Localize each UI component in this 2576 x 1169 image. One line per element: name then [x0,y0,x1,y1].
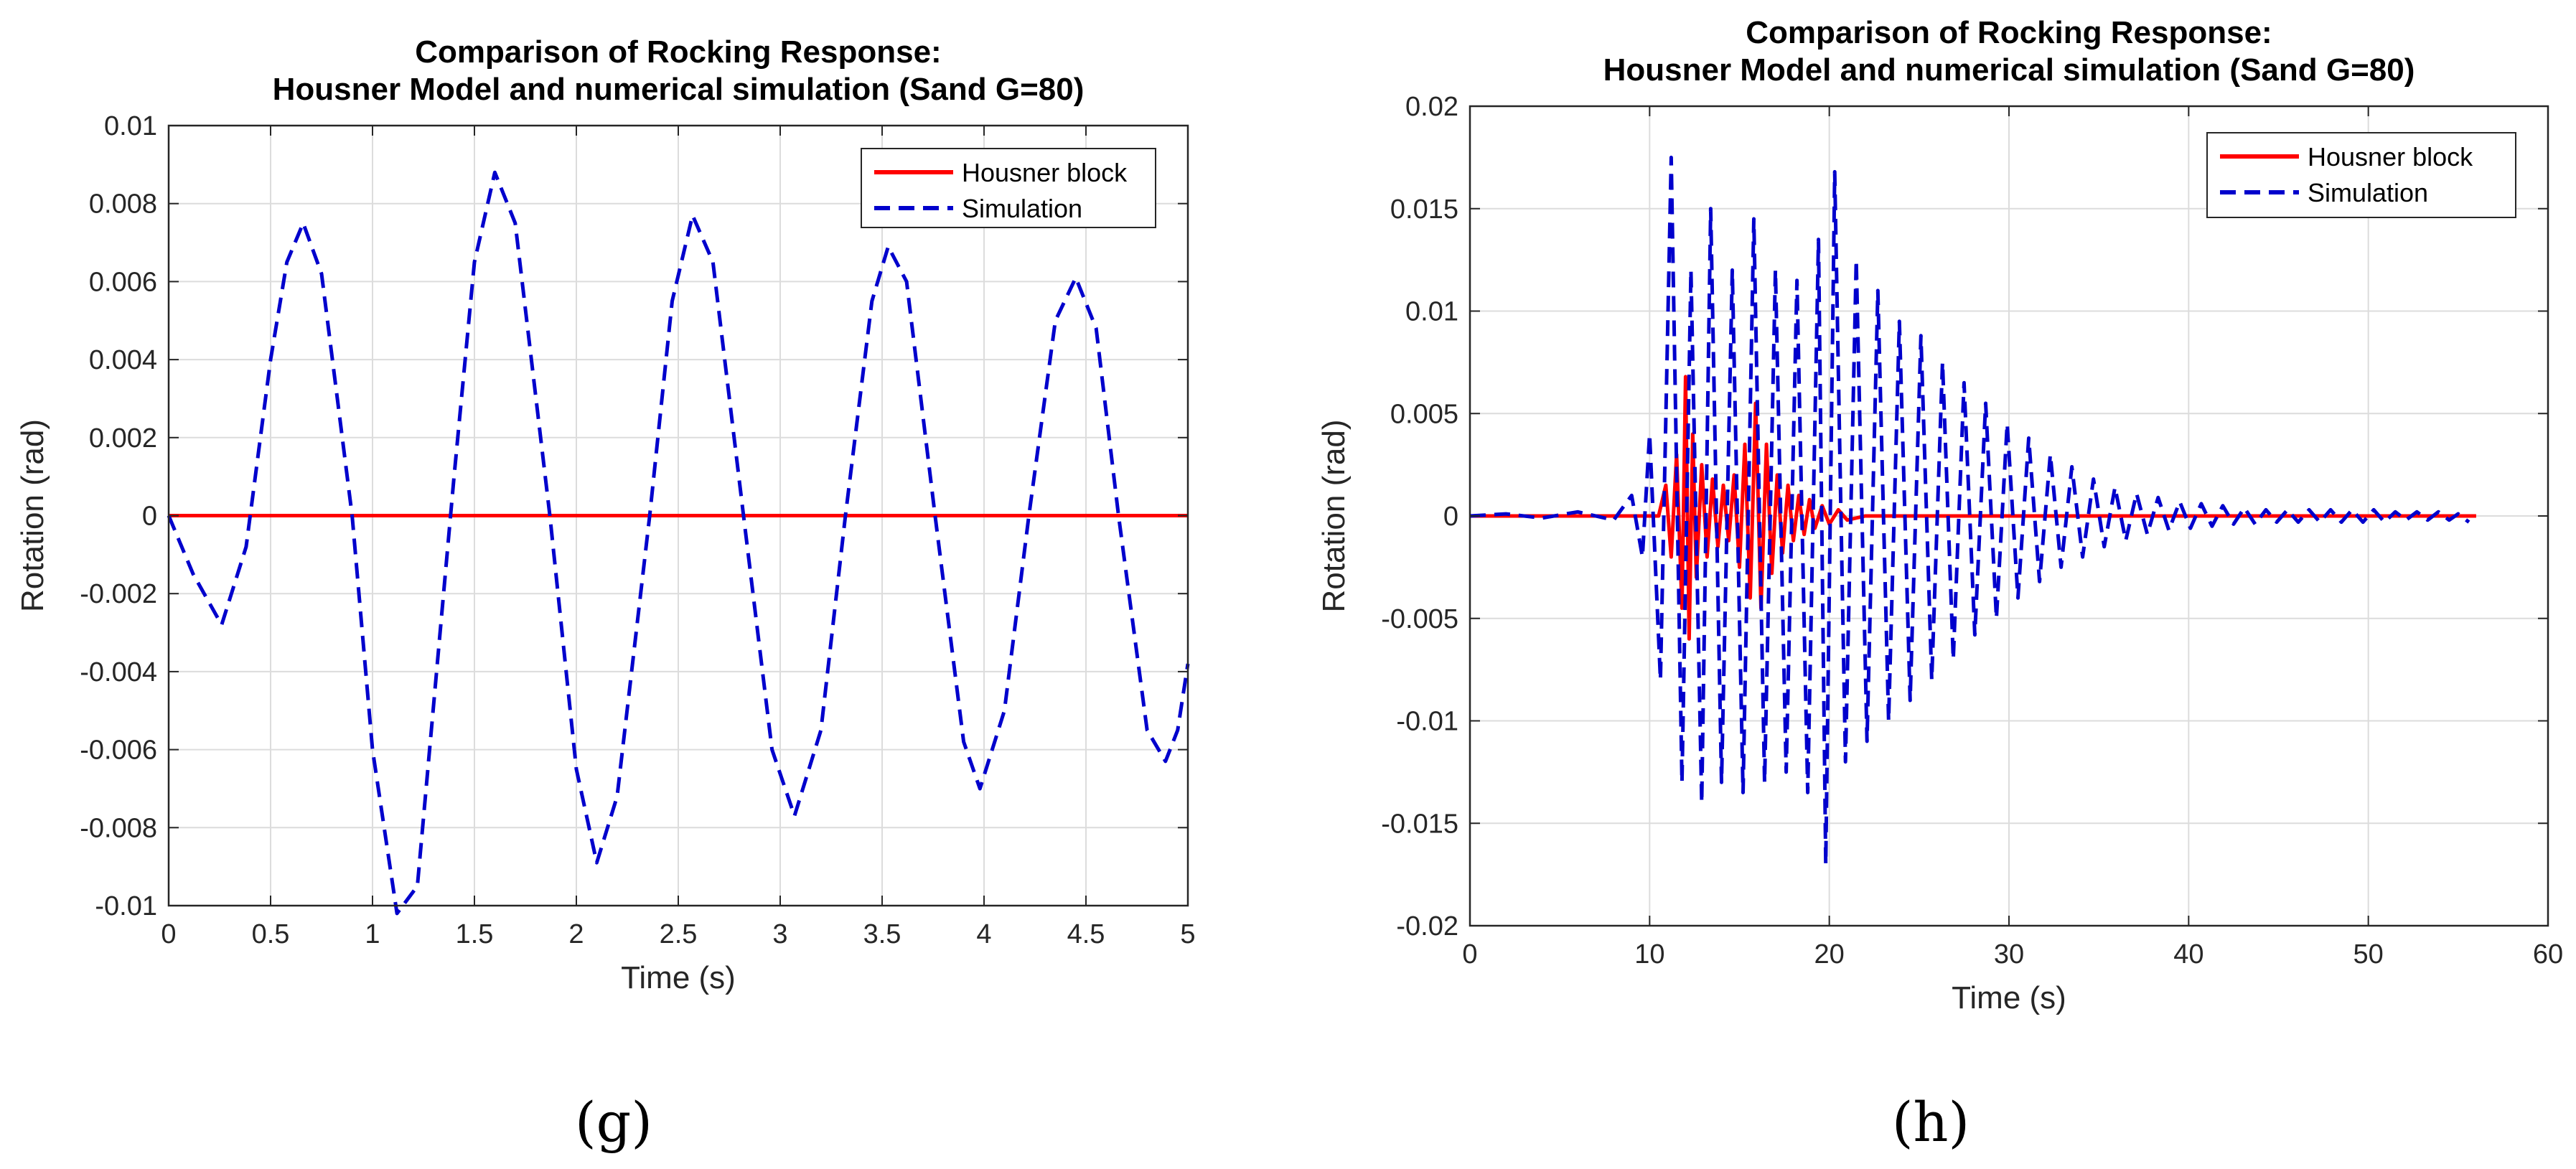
y-tick-label: 0.02 [1405,92,1458,122]
x-tick-label: 4.5 [1067,919,1105,949]
x-tick-label: 2.5 [660,919,698,949]
panel-label-h: (h) [1892,1090,1970,1154]
chart-title-line: Housner Model and numerical simulation (… [1603,52,2415,88]
chart-panel-h: 0 10 20 30 40 50 60 -0.02 -0.015 -0.01 -0.005 0 0.00… [1316,15,2563,1015]
x-tick-label: 10 [1634,939,1664,970]
y-tick-label: 0.004 [89,345,157,375]
x-axis-label: Time (s) [621,960,736,995]
y-tick-label: 0.002 [89,423,157,454]
x-tick-label: 0 [161,919,176,949]
y-axis-label: Rotation (rad) [1316,419,1352,612]
chart-title-line: Comparison of Rocking Response: [1746,15,2272,50]
x-tick-label: 20 [1814,939,1845,970]
y-tick-label: -0.01 [1396,707,1458,737]
legend-label: Simulation [962,194,1082,223]
chart-title-line: Comparison of Rocking Response: [415,34,941,70]
x-tick-label: 0.5 [252,919,290,949]
y-tick-label: 0.005 [1390,399,1458,429]
y-tick-label: -0.004 [80,657,157,687]
legend-label: Housner block [962,158,1128,187]
y-tick-label: -0.006 [80,736,157,766]
legend-box [2206,132,2516,218]
chart-title-line: Housner Model and numerical simulation (… [273,72,1085,107]
x-tick-label: 2 [568,919,584,949]
x-tick-label: 3 [772,919,787,949]
x-tick-label: 3.5 [863,919,901,949]
chart-panel-g: 0 0.5 1 1.5 2 2.5 3 3.5 4 4.5 5 -0.01 -0.008 -0.006 -0… [15,34,1196,995]
y-tick-label: 0.008 [89,189,157,220]
y-tick-label: 0 [1443,502,1458,532]
legend-box [861,148,1156,228]
y-axis-label: Rotation (rad) [15,419,50,612]
legend-label: Simulation [2308,178,2428,207]
y-tick-label: -0.02 [1396,911,1458,942]
y-tick-label: 0 [142,502,157,532]
legend-label: Housner block [2308,142,2473,172]
x-tick-label: 5 [1180,919,1195,949]
x-tick-label: 30 [1994,939,2024,970]
y-tick-label: 0.01 [1405,297,1458,327]
x-tick-label: 60 [2533,939,2563,970]
x-tick-label: 1 [365,919,380,949]
y-tick-label: 0.01 [104,111,157,141]
y-tick-label: -0.005 [1381,604,1458,634]
y-tick-label: 0.015 [1390,194,1458,225]
y-tick-label: -0.002 [80,579,157,609]
x-tick-label: 50 [2353,939,2384,970]
series-line-simulation [1469,155,2470,866]
x-axis-label: Time (s) [1952,980,2066,1015]
x-tick-label: 0 [1462,939,1477,970]
panel-label-g: (g) [575,1090,652,1154]
x-tick-label: 40 [2173,939,2203,970]
series-line-simulation [167,170,1190,916]
x-tick-label: 4 [976,919,991,949]
y-tick-label: -0.01 [95,891,157,921]
y-tick-label: 0.006 [89,267,157,297]
y-tick-label: -0.008 [80,813,157,843]
y-tick-label: -0.015 [1381,809,1458,839]
x-tick-label: 1.5 [456,919,494,949]
